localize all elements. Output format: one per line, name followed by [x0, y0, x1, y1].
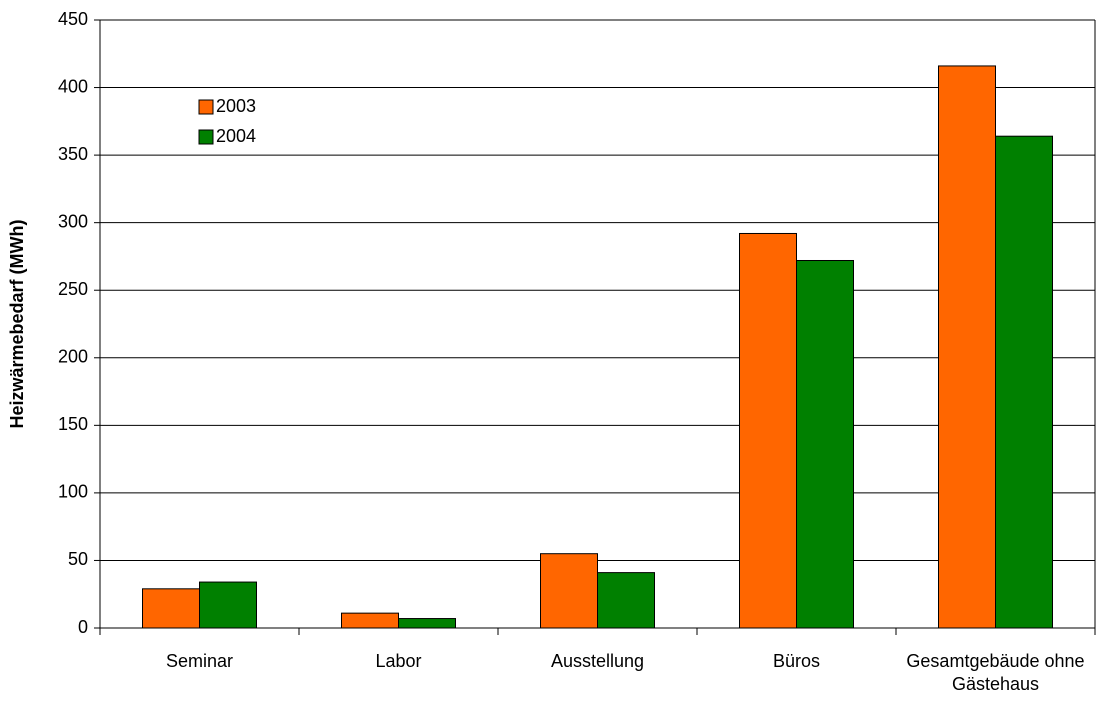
bar	[597, 572, 655, 629]
bar	[199, 581, 257, 629]
x-tick-label: Ausstellung	[550, 651, 645, 671]
y-tick-label: 300	[58, 211, 88, 231]
legend-label: 2003	[216, 96, 256, 116]
x-tick-label: Labor	[375, 651, 422, 671]
x-tick-label: Seminar	[165, 651, 234, 671]
y-tick-label: 200	[58, 347, 88, 367]
bar	[938, 65, 996, 629]
legend-swatch	[198, 129, 214, 145]
legend-label: 2004	[216, 126, 256, 146]
y-tick-label: 100	[58, 482, 88, 502]
y-axis-label: Heizwärmebedarf (MWh)	[7, 219, 27, 428]
x-tick-label: Gesamtgebäude ohne Gästehaus	[906, 651, 1085, 694]
y-tick-label: 400	[58, 76, 88, 96]
x-tick-label: Büros	[772, 651, 821, 671]
y-tick-label: 50	[68, 549, 88, 569]
y-tick-label: 250	[58, 279, 88, 299]
y-tick-label: 450	[58, 9, 88, 29]
bar	[739, 232, 797, 629]
y-tick-label: 0	[78, 617, 88, 637]
bar	[398, 618, 456, 629]
y-tick-label: 350	[58, 144, 88, 164]
bar	[796, 259, 854, 629]
bar	[540, 553, 598, 629]
bar	[142, 588, 200, 629]
bar	[995, 135, 1053, 629]
legend-swatch	[198, 99, 214, 115]
y-tick-label: 150	[58, 414, 88, 434]
bar	[341, 612, 399, 629]
